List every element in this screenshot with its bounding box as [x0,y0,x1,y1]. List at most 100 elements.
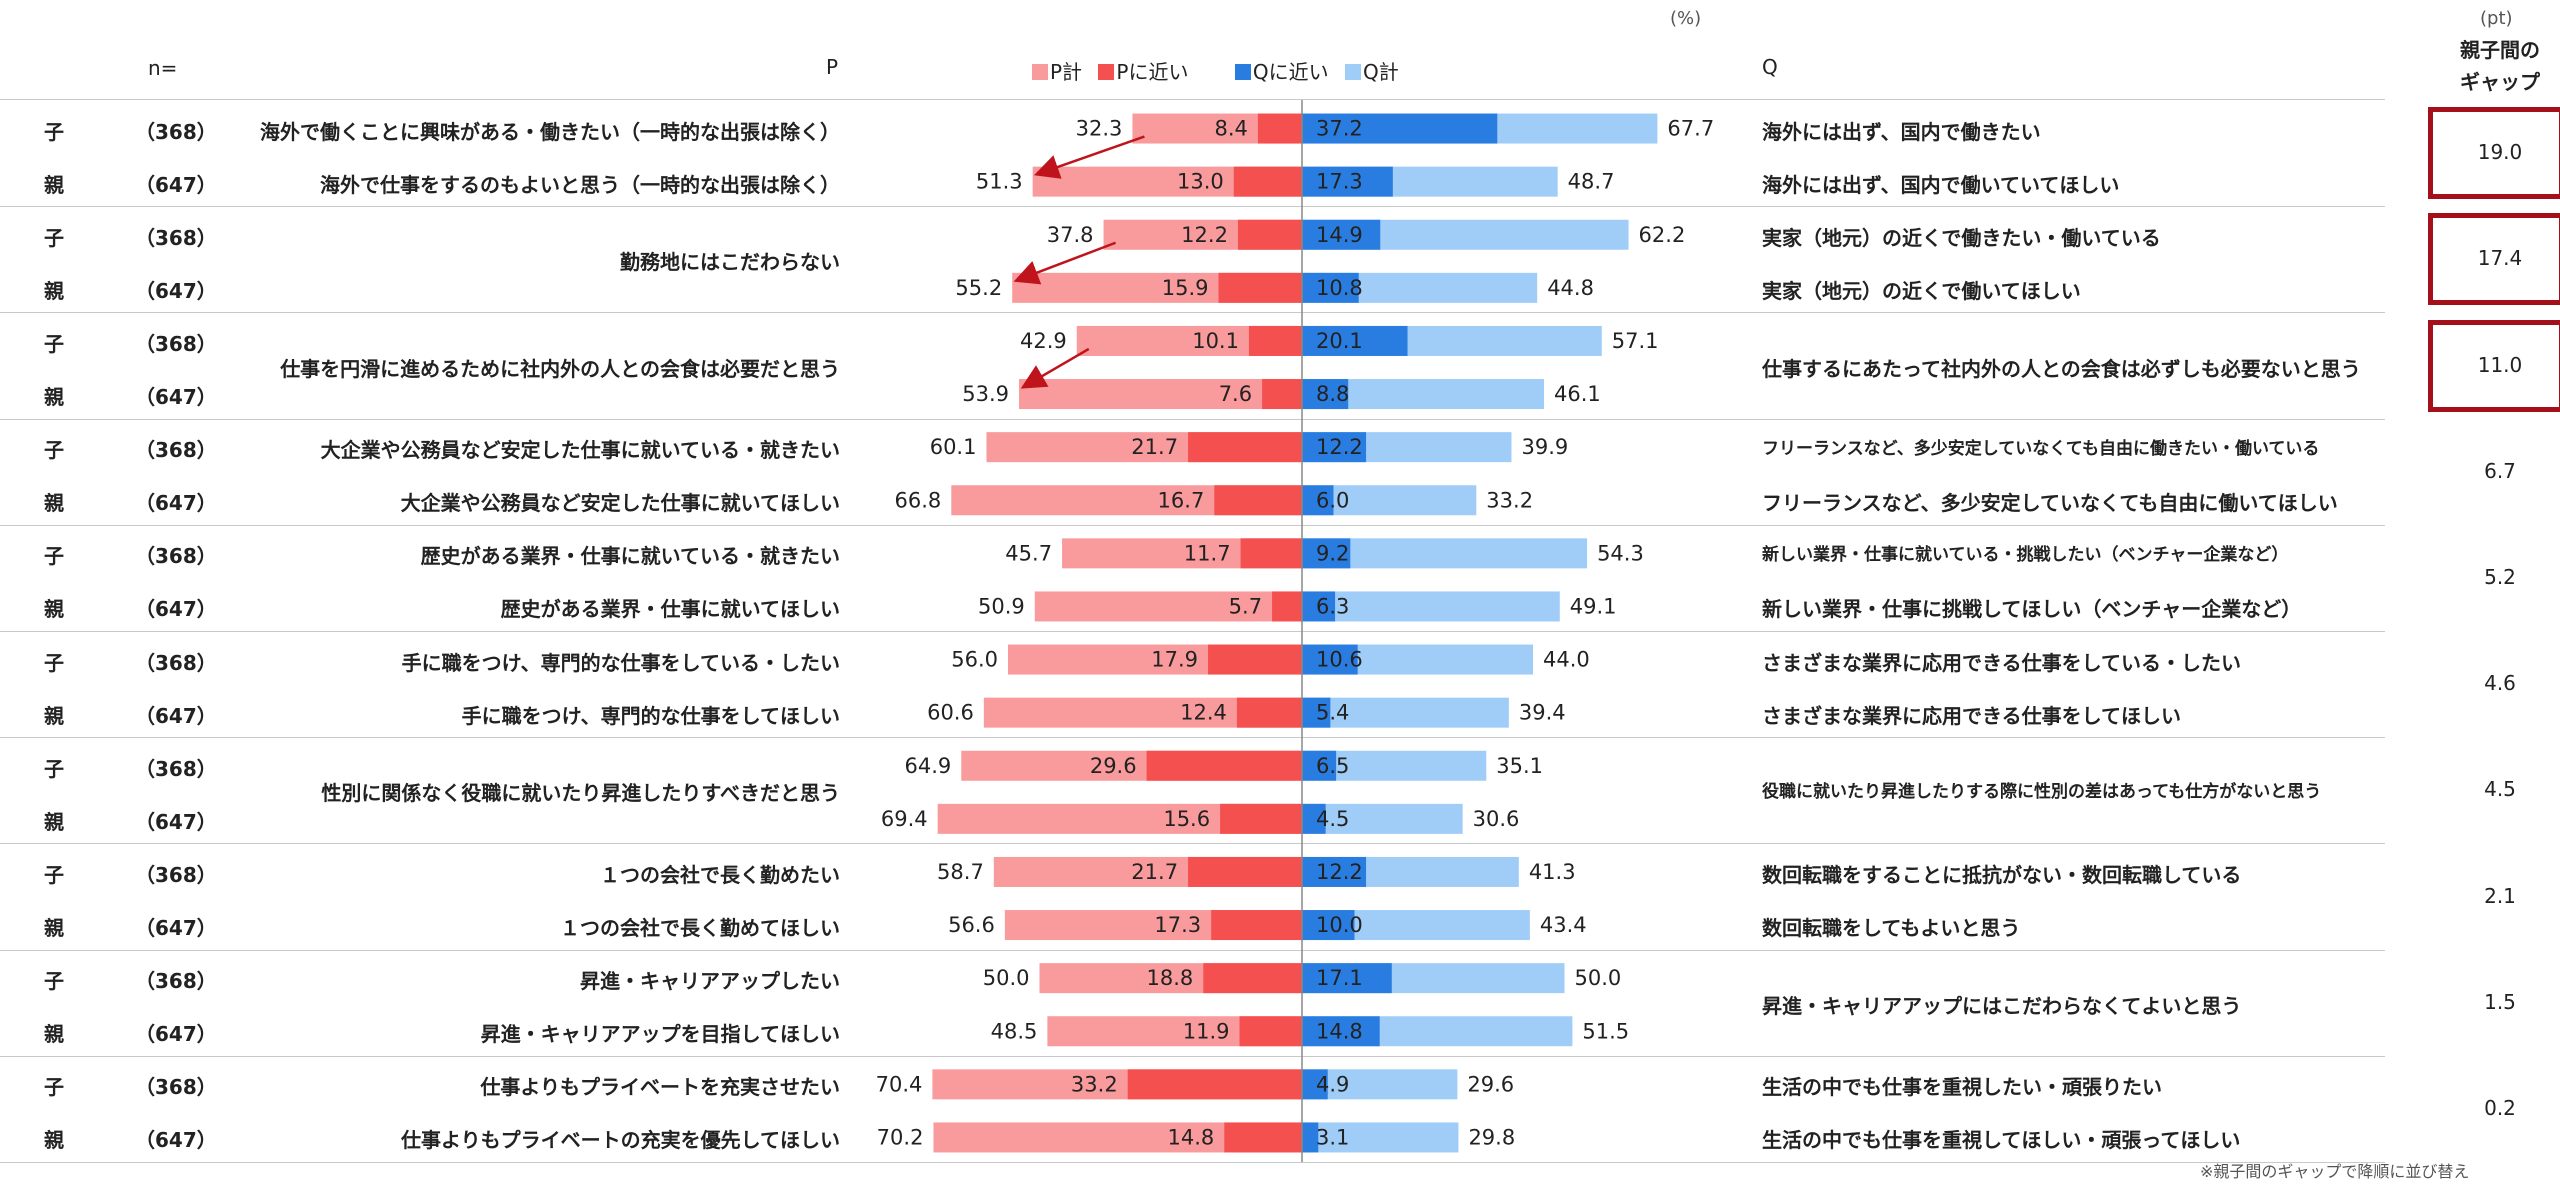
p-statement: 仕事よりもプライベートの充実を優先してほしい [401,1128,840,1153]
label-p-total: 42.9 [1020,329,1067,353]
bar-p-near [1262,379,1302,410]
q-statement: 昇進・キャリアアップにはこだわらなくてよいと思う [1762,993,2242,1018]
bar-p-near [1233,166,1302,197]
label-q-total: 44.0 [1543,648,1590,672]
label-p-near: 21.7 [1131,860,1178,884]
p-statement: 大企業や公務員など安定した仕事に就いてほしい [400,491,840,516]
label-p-total: 32.3 [1076,117,1123,141]
label-q-total: 30.6 [1473,807,1520,831]
separator-line [0,949,2385,951]
label-p-near: 15.6 [1163,807,1210,831]
p-statement: 勤務地にはこだわらない [620,250,840,275]
respondent-label: 子 [44,862,64,887]
p-statement: 手に職をつけ、専門的な仕事をしている・したい [401,650,840,675]
gap-value: 11.0 [2477,352,2523,377]
label-p-near: 29.6 [1090,754,1137,778]
label-p-total: 66.8 [895,488,942,512]
p-statement: 歴史がある業界・仕事に就いてほしい [500,597,840,622]
bar-p-near [1240,538,1302,569]
label-p-total: 48.5 [991,1019,1038,1043]
q-statement: 新しい業界・仕事に就いている・挑戦したい（ベンチャー企業など） [1762,545,2289,566]
label-p-total: 64.9 [905,754,952,778]
respondent-label: 親 [44,703,64,728]
bar-p-near [1208,644,1302,675]
gap-value: 17.4 [2477,246,2523,271]
sample-size: （368） [135,225,217,250]
bar-p-total [1034,591,1302,622]
label-p-near: 11.7 [1184,541,1231,565]
respondent-label: 親 [44,809,64,834]
q-statement: さまざまな業界に応用できる仕事をしてほしい [1762,703,2181,728]
bar-p-near [1203,963,1302,994]
legend-item-q-near: Qに近い [1234,60,1329,84]
gap-arrow [1013,241,1116,285]
legend-label-q-near: Qに近い [1252,60,1329,84]
label-q-total: 29.8 [1468,1125,1515,1149]
label-p-near: 8.4 [1214,117,1247,141]
label-q-near: 8.8 [1316,382,1349,406]
sample-size: （647） [135,491,217,516]
p-statement: 手に職をつけ、専門的な仕事をしてほしい [461,703,840,728]
respondent-label: 子 [44,650,64,675]
q-statement: 仕事するにあたって社内外の人との会食は必ずしも必要ないと思う [1762,356,2361,381]
legend-item-p-total: P計 [1032,60,1082,84]
bar-p-near [1257,113,1302,144]
label-p-total: 50.0 [983,966,1030,990]
p-statement: 海外で働くことに興味がある・働きたい（一時的な出張は除く） [260,119,840,144]
label-q-near: 5.4 [1316,701,1349,725]
q-statement: 新しい業界・仕事に挑戦してほしい（ベンチャー企業など） [1762,597,2302,622]
sample-size: （647） [135,385,217,410]
label-q-total: 50.0 [1575,966,1622,990]
sample-size: （647） [135,809,217,834]
label-q-total: 39.9 [1521,435,1568,459]
separator-line [0,312,2385,314]
legend-swatch-q-near [1234,64,1251,80]
q-statement: 海外には出ず、国内で働いていてほしい [1762,172,2120,197]
q-statement: 海外には出ず、国内で働きたい [1762,119,2041,144]
p-statement: 歴史がある業界・仕事に就いている・就きたい [420,544,840,569]
label-q-total: 35.1 [1496,754,1543,778]
bar-q-total [1302,697,1509,728]
separator-line [0,99,2385,100]
q-statement: 数回転職をしてもよいと思う [1762,916,2021,941]
gap-value: 4.5 [2484,777,2516,802]
p-header: P [826,55,839,79]
p-statement: １つの会社で長く勤めてほしい [560,916,840,941]
sample-size: （368） [135,119,217,144]
respondent-label: 親 [44,916,64,941]
bar-q-near [1302,166,1393,197]
respondent-label: 子 [44,1075,64,1100]
legend-label-q-total: Q計 [1362,60,1399,84]
label-q-total: 43.4 [1540,913,1587,937]
bar-q-near [1302,325,1408,356]
bar-q-near [1302,591,1336,622]
label-p-near: 10.1 [1192,329,1239,353]
bar-q-near [1302,803,1326,834]
label-q-near: 6.5 [1316,754,1349,778]
legend-label-p-total: P計 [1050,60,1083,84]
bar-p-near [1127,1069,1302,1100]
bar-p-near [1224,1122,1302,1153]
label-q-near: 17.3 [1316,170,1363,194]
gap-value: 0.2 [2484,1095,2516,1120]
bar-p-near [1211,910,1302,941]
label-q-near: 14.8 [1316,1019,1363,1043]
label-p-total: 60.6 [927,701,974,725]
respondent-label: 親 [44,491,64,516]
bar-p-near [1146,750,1302,781]
q-statement: フリーランスなど、多少安定していなくても自由に働きたい・働いている [1762,439,2320,460]
bar-q-near [1302,432,1367,463]
p-statement: 性別に関係なく役職に就いたり昇進したりすべきだと思う [321,781,840,806]
separator-line [0,631,2385,632]
sample-size: （368） [135,544,217,569]
p-statement: 昇進・キャリアアップを目指してほしい [480,1022,840,1047]
label-p-near: 12.2 [1181,223,1228,247]
sample-size: （647） [135,703,217,728]
legend-item-p-near: Pに近い [1098,60,1188,84]
bar-q-near [1302,644,1358,675]
p-statement: 昇進・キャリアアップしたい [580,969,840,994]
gap-arrow [1033,135,1145,179]
respondent-label: 親 [44,385,64,410]
label-p-total: 51.3 [976,170,1023,194]
bar-q-total [1302,1122,1459,1153]
